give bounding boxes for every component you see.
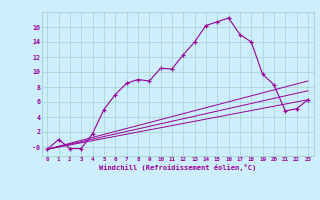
X-axis label: Windchill (Refroidissement éolien,°C): Windchill (Refroidissement éolien,°C): [99, 164, 256, 171]
